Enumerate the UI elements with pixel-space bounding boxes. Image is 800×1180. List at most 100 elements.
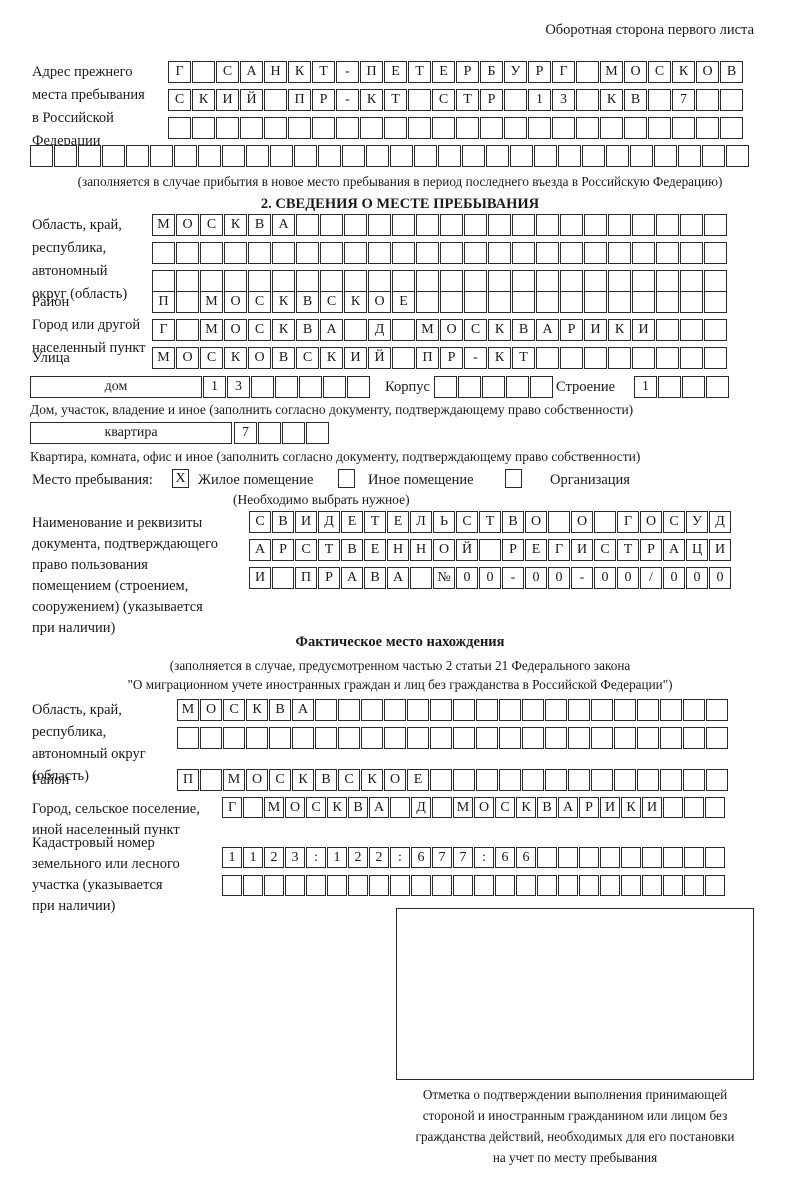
- prev-address-cell[interactable]: [78, 145, 101, 167]
- stroenie-cell[interactable]: [706, 376, 729, 398]
- cadastral-cell[interactable]: [642, 847, 662, 868]
- prev-address-cell[interactable]: [648, 89, 671, 111]
- document-cell[interactable]: О: [640, 511, 662, 533]
- region-cell[interactable]: [656, 242, 679, 264]
- cadastral-cell[interactable]: [642, 875, 662, 896]
- actual-city-cell[interactable]: К: [516, 797, 536, 818]
- prev-address-cell[interactable]: С: [432, 89, 455, 111]
- document-cell[interactable]: Ц: [686, 539, 708, 561]
- cadastral-cell[interactable]: [432, 875, 452, 896]
- actual-city-cell[interactable]: [432, 797, 452, 818]
- actual-region-cell[interactable]: [269, 727, 291, 749]
- region-cell[interactable]: [680, 242, 703, 264]
- region-cell[interactable]: [176, 242, 199, 264]
- actual-district-cell[interactable]: [430, 769, 452, 791]
- prev-address-cell[interactable]: [408, 117, 431, 139]
- actual-city-cell[interactable]: К: [327, 797, 347, 818]
- region-cell[interactable]: [368, 270, 391, 292]
- document-cell[interactable]: И: [709, 539, 731, 561]
- prev-address-cell[interactable]: [576, 61, 599, 83]
- street-cell[interactable]: Р: [440, 347, 463, 369]
- street-cell[interactable]: С: [296, 347, 319, 369]
- prev-address-cell[interactable]: 3: [552, 89, 575, 111]
- district-cell[interactable]: [416, 291, 439, 313]
- prev-address-cell[interactable]: Т: [408, 61, 431, 83]
- stroenie-row[interactable]: 1: [634, 376, 730, 398]
- document-cell[interactable]: Е: [387, 511, 409, 533]
- prev-address-cell[interactable]: [654, 145, 677, 167]
- document-cell[interactable]: Н: [387, 539, 409, 561]
- prev-address-cell[interactable]: П: [360, 61, 383, 83]
- cadastral-cell[interactable]: 6: [411, 847, 431, 868]
- prev-address-cell[interactable]: [336, 117, 359, 139]
- prev-address-cell[interactable]: К: [600, 89, 623, 111]
- actual-district-cell[interactable]: [660, 769, 682, 791]
- prev-address-cell[interactable]: [558, 145, 581, 167]
- prev-address-cell[interactable]: [150, 145, 173, 167]
- checkbox-residential[interactable]: Х: [172, 469, 189, 488]
- street-cell[interactable]: [632, 347, 655, 369]
- region-cell[interactable]: В: [248, 214, 271, 236]
- prev-address-cell[interactable]: [366, 145, 389, 167]
- prev-address-cell[interactable]: [678, 145, 701, 167]
- prev-address-cell[interactable]: Р: [480, 89, 503, 111]
- stamp-area-box[interactable]: [396, 908, 754, 1080]
- street-cell[interactable]: К: [488, 347, 511, 369]
- prev-address-cell[interactable]: Г: [168, 61, 191, 83]
- actual-city-cell[interactable]: И: [642, 797, 662, 818]
- document-cell[interactable]: П: [295, 567, 317, 589]
- street-cell[interactable]: [608, 347, 631, 369]
- district-cell[interactable]: [584, 291, 607, 313]
- cadastral-cell[interactable]: 7: [453, 847, 473, 868]
- district-cell[interactable]: С: [320, 291, 343, 313]
- prev-address-cell[interactable]: [174, 145, 197, 167]
- cadastral-cell[interactable]: [663, 847, 683, 868]
- region-cell[interactable]: [440, 270, 463, 292]
- document-cell[interactable]: О: [571, 511, 593, 533]
- document-cell[interactable]: Й: [456, 539, 478, 561]
- actual-city-cell[interactable]: [705, 797, 725, 818]
- prev-address-cell[interactable]: [696, 117, 719, 139]
- region-cell[interactable]: [392, 270, 415, 292]
- cadastral-cell[interactable]: [285, 875, 305, 896]
- flat-cell[interactable]: [282, 422, 305, 444]
- document-cell[interactable]: Г: [617, 511, 639, 533]
- cadastral-cell[interactable]: [558, 875, 578, 896]
- prev-address-cell[interactable]: Р: [528, 61, 551, 83]
- actual-region-cell[interactable]: [568, 699, 590, 721]
- region-cell[interactable]: [200, 270, 223, 292]
- prev-address-cell[interactable]: [486, 145, 509, 167]
- document-cell[interactable]: С: [594, 539, 616, 561]
- prev-address-cell[interactable]: [414, 145, 437, 167]
- prev-address-cell[interactable]: [552, 117, 575, 139]
- document-cell[interactable]: 0: [525, 567, 547, 589]
- actual-region-cell[interactable]: [361, 699, 383, 721]
- region-cell[interactable]: [632, 270, 655, 292]
- actual-region-cell[interactable]: [223, 727, 245, 749]
- region-cell[interactable]: [656, 270, 679, 292]
- actual-district-cell[interactable]: [706, 769, 728, 791]
- region-cell[interactable]: С: [200, 214, 223, 236]
- region-cell[interactable]: [536, 270, 559, 292]
- actual-region-cell[interactable]: В: [269, 699, 291, 721]
- house-cell[interactable]: 1: [203, 376, 226, 398]
- document-cell[interactable]: И: [571, 539, 593, 561]
- region-cell[interactable]: [320, 270, 343, 292]
- actual-region-cell[interactable]: [499, 699, 521, 721]
- street-cell[interactable]: О: [248, 347, 271, 369]
- district-cell[interactable]: Е: [392, 291, 415, 313]
- prev-address-cell[interactable]: [192, 61, 215, 83]
- prev-address-cell[interactable]: -: [336, 89, 359, 111]
- city-cell[interactable]: [656, 319, 679, 341]
- document-cell[interactable]: Е: [341, 511, 363, 533]
- actual-city-cell[interactable]: М: [264, 797, 284, 818]
- city-cell[interactable]: [344, 319, 367, 341]
- prev-address-cell[interactable]: Е: [384, 61, 407, 83]
- prev-address-cell[interactable]: О: [696, 61, 719, 83]
- cadastral-cell[interactable]: [684, 847, 704, 868]
- document-cell[interactable]: /: [640, 567, 662, 589]
- actual-district-cell[interactable]: [568, 769, 590, 791]
- region-cell[interactable]: [560, 270, 583, 292]
- house-cell[interactable]: [251, 376, 274, 398]
- document-cell[interactable]: 0: [594, 567, 616, 589]
